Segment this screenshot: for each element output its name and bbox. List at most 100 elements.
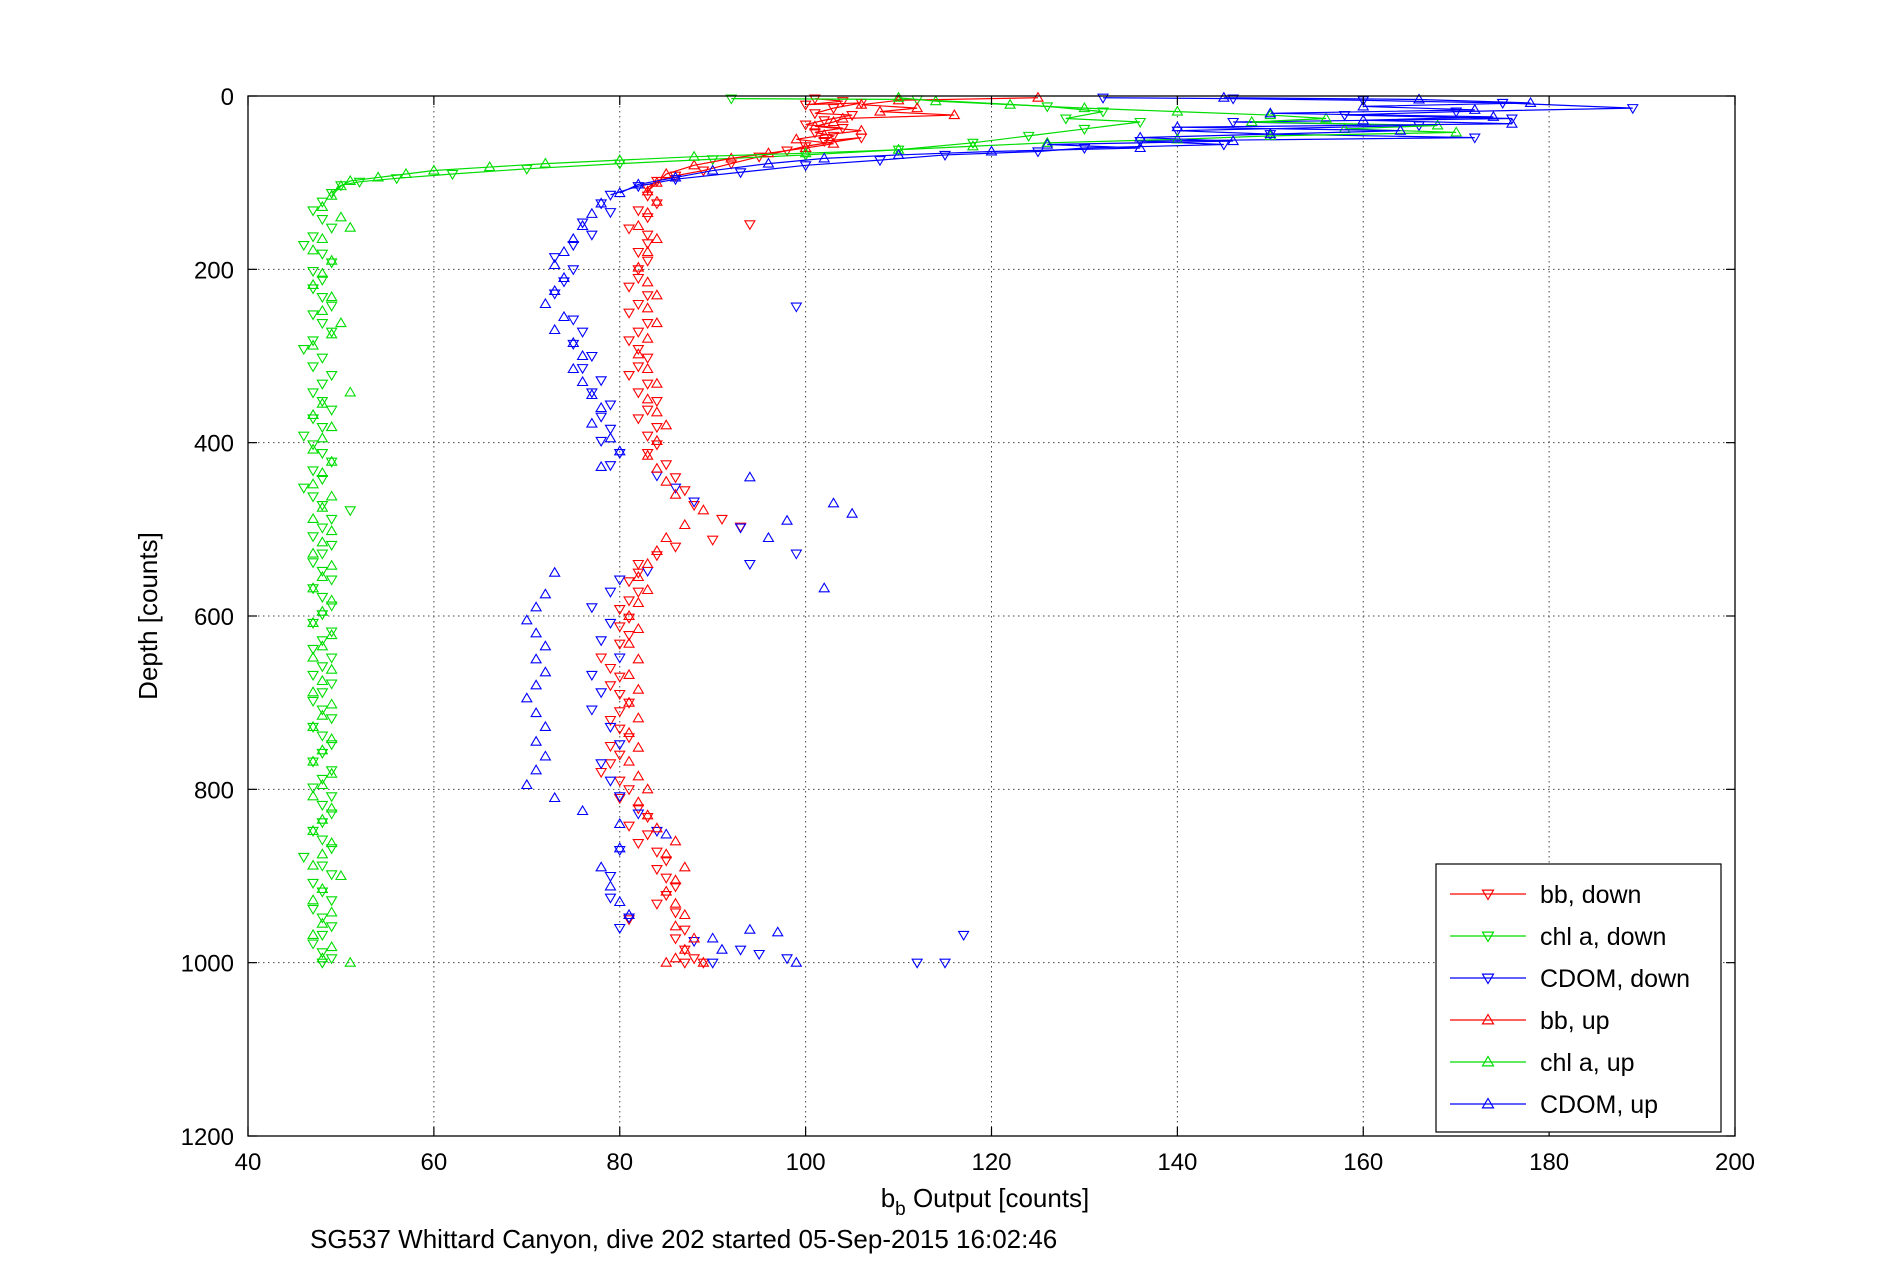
data-point [400,167,412,179]
data-point [641,185,654,196]
data-point [307,278,320,289]
legend-label: CDOM, up [1540,1091,1658,1119]
data-point [307,206,320,217]
data-point [325,698,338,709]
legend-item: CDOM, down [1450,965,1690,993]
data-point [1394,124,1407,135]
data-point [641,379,654,390]
data-point [316,948,329,959]
data-point [855,124,868,135]
series-line [331,97,1457,197]
data-point [530,627,543,638]
data-point [307,644,320,656]
data-point [613,622,626,633]
data-point [316,215,329,226]
axis-ticks: 40 60 80 100 120 140 160 180 200 0 200 400 600 800 100… [181,84,1755,1176]
data-point [641,276,654,287]
data-point [595,653,608,664]
data-point [762,531,775,543]
series-bb-up [623,91,1044,967]
data-point [548,791,561,803]
series-line [647,97,1038,192]
data-point [316,958,329,969]
data-point [316,197,329,208]
data-point [325,189,338,200]
data-point [604,190,617,201]
data-point [325,371,338,382]
data-point [604,871,617,883]
data-point [316,566,329,578]
data-point [316,813,329,824]
data-point [613,653,626,664]
data-point [307,720,320,731]
data-point [827,131,840,142]
data-point [325,540,338,552]
data-point [316,379,329,390]
data-point [585,705,598,716]
data-point [808,120,821,131]
data-point [558,277,570,288]
grid-lines [248,95,1735,1136]
data-point [697,504,710,515]
data-point [307,790,320,801]
data-point [307,440,320,451]
data-point [632,622,645,634]
data-point [1505,114,1518,125]
data-point [808,128,821,139]
data-point [325,524,338,536]
data-point [650,544,663,556]
data-point [613,776,626,787]
data-point [613,154,626,165]
data-point [576,327,589,338]
data-point [325,732,338,744]
data-point [632,273,645,285]
data-point [623,577,636,588]
data-point [325,906,338,917]
data-point [669,835,682,846]
legend-item: CDOM, up [1450,1091,1658,1119]
data-point [1217,91,1230,102]
data-point [632,587,645,598]
series-line [619,97,1531,194]
data-point [530,706,543,718]
data-point [1022,131,1035,142]
data-point [623,609,636,621]
data-point [344,956,357,967]
data-point [316,592,329,604]
data-point [595,636,608,647]
data-point [1264,107,1277,118]
data-point [669,908,682,919]
data-point [325,301,338,312]
data-point [1320,112,1333,123]
data-point [316,800,329,812]
data-point [604,880,617,891]
data-point [604,715,617,727]
data-point [827,115,840,127]
data-point [1041,136,1054,147]
data-point [948,108,961,120]
data-point [874,156,886,167]
data-point [604,618,617,630]
data-point [799,147,812,158]
data-point [567,265,580,276]
data-point [808,109,821,120]
data-point [660,873,673,884]
data-point [623,371,636,382]
data-point [911,102,924,113]
data-point [530,601,543,612]
y-axis-label: Depth [counts] [133,532,163,700]
data-point [632,683,645,694]
data-point [316,952,329,963]
data-point [632,596,645,608]
data-point [632,559,645,571]
data-point [781,954,793,965]
data-point [641,830,654,841]
data-point [632,348,645,359]
data-point [307,824,320,835]
data-point [641,230,654,241]
data-point [604,400,617,411]
data-point [632,247,645,259]
data-point [623,308,636,319]
data-point [316,304,329,315]
data-point [325,767,338,778]
